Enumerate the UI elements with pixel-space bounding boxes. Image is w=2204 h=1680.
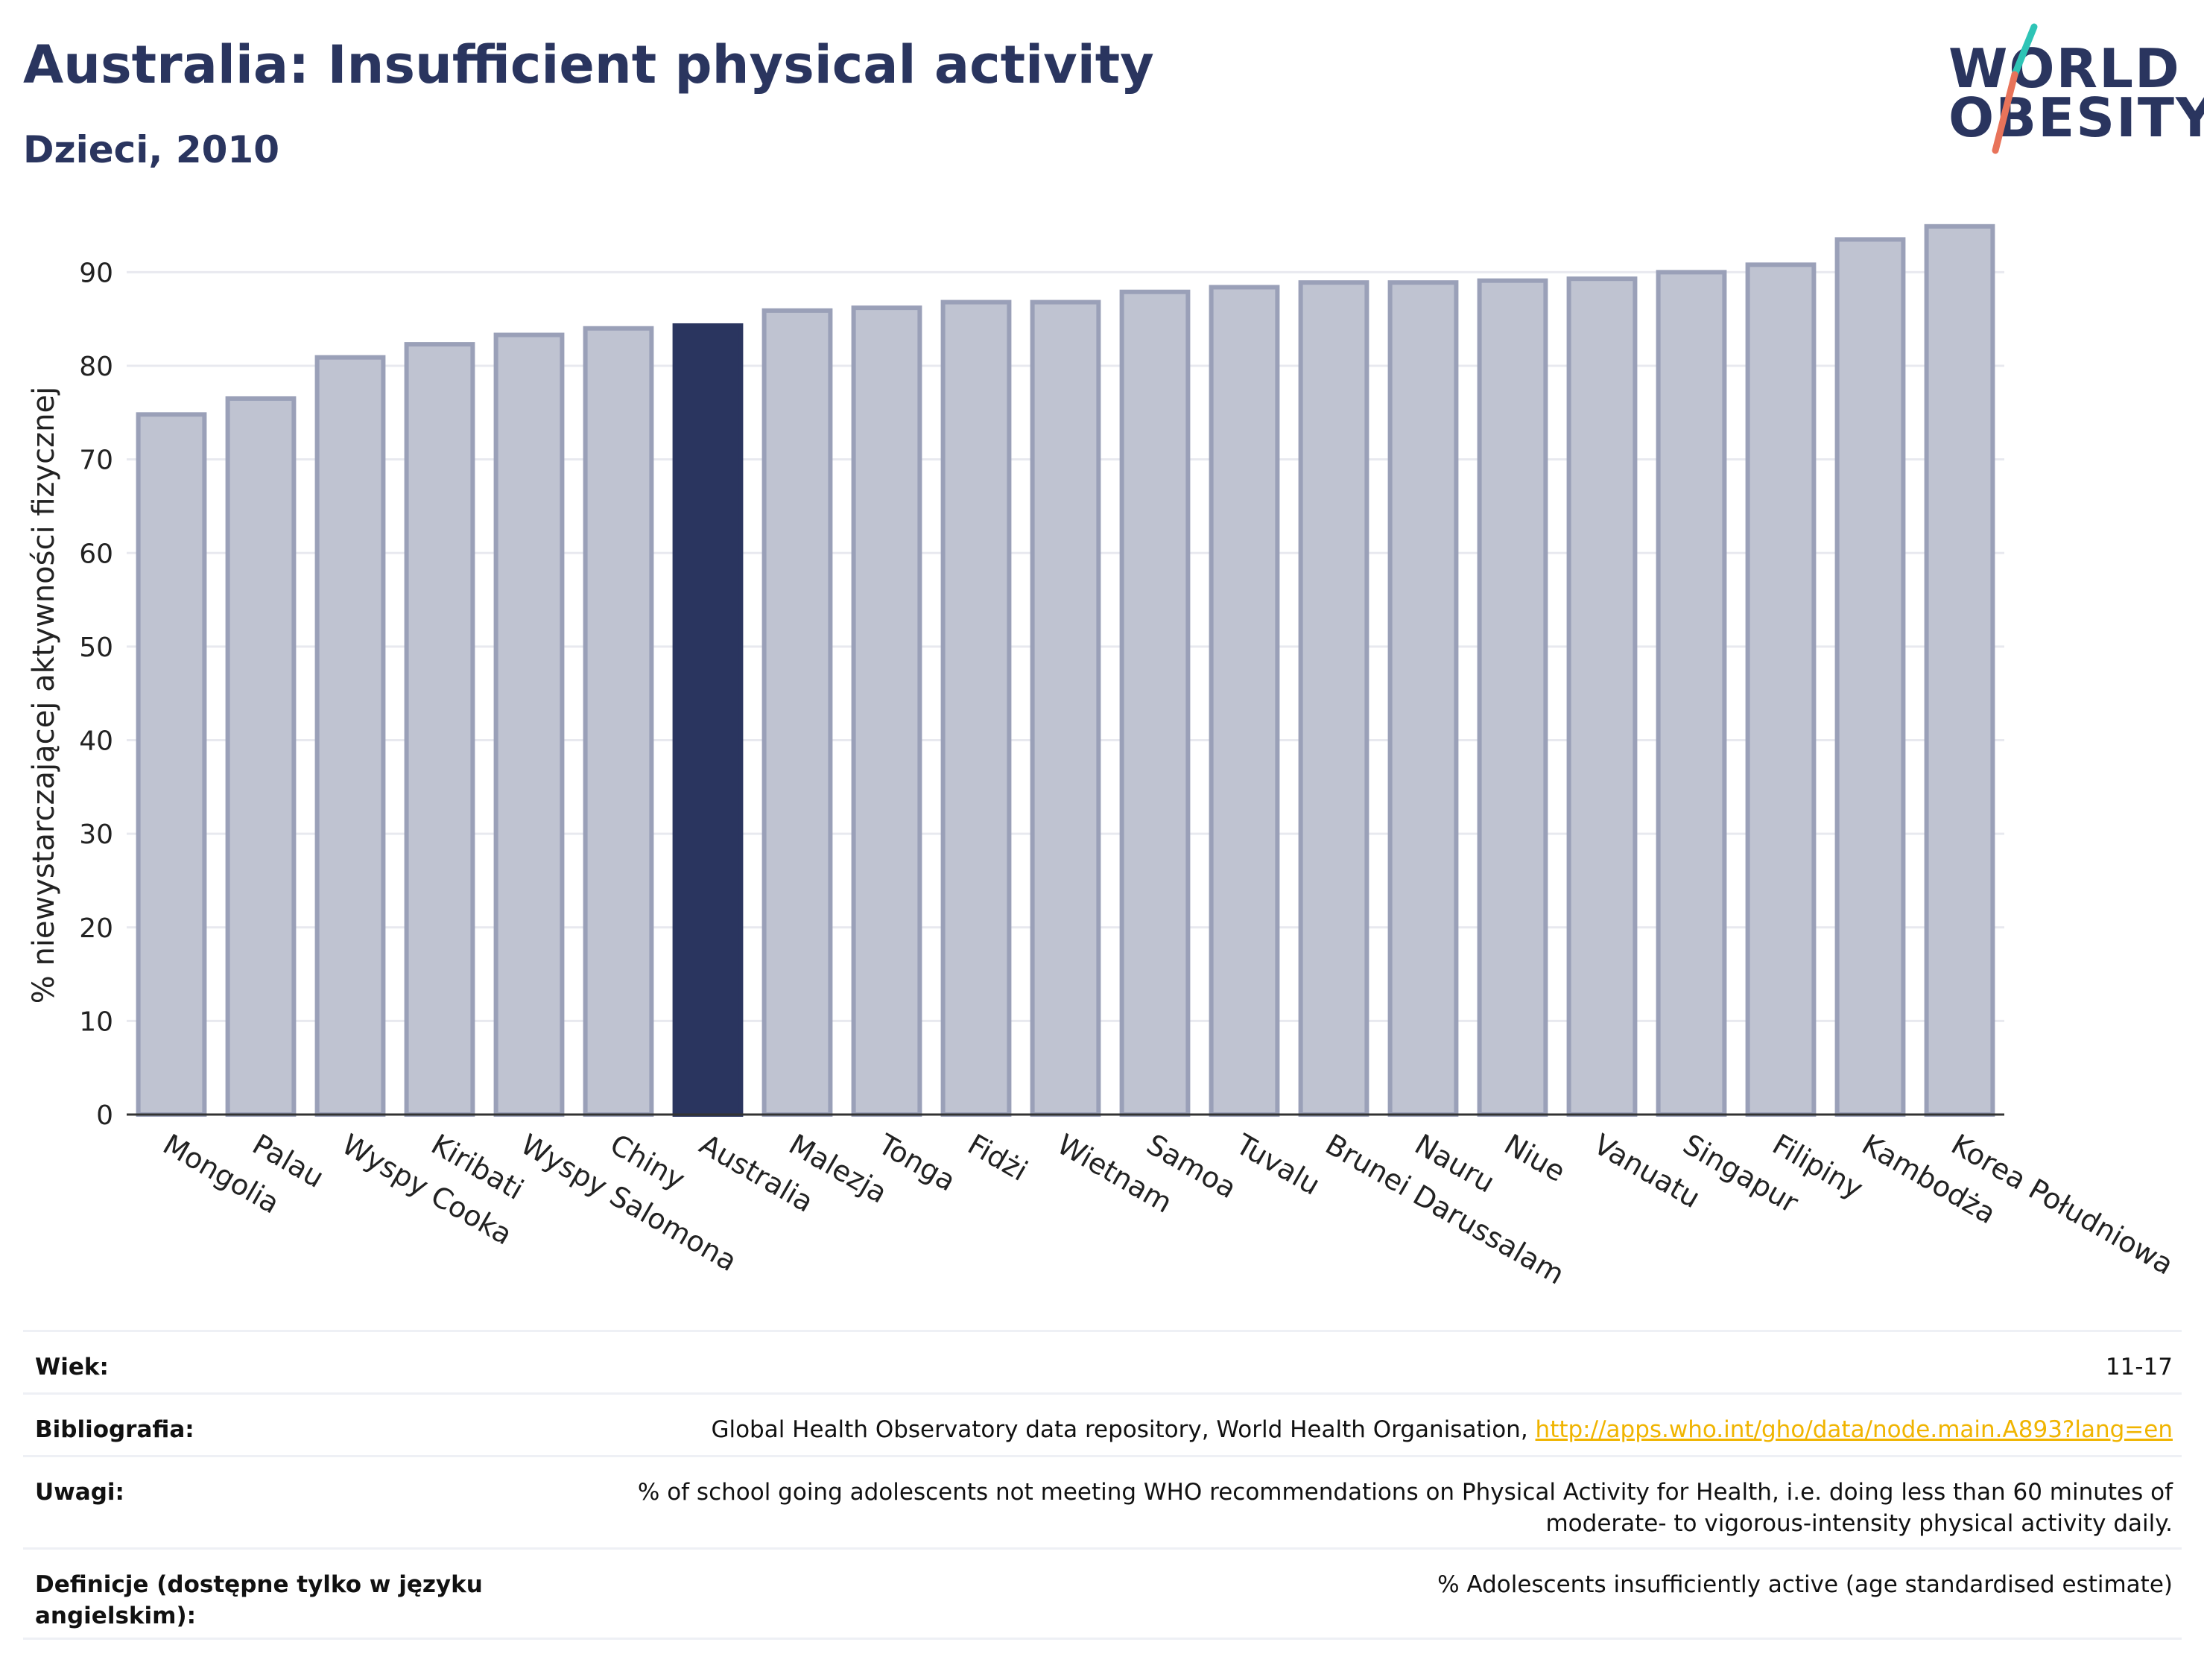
bar <box>404 342 475 1118</box>
y-tick-label: 10 <box>79 1007 113 1037</box>
y-tick-label: 80 <box>79 352 113 382</box>
bar <box>851 305 922 1117</box>
y-tick-label: 0 <box>96 1100 113 1131</box>
bar <box>1298 280 1369 1118</box>
meta-label-bibliography: Bibliografia: <box>35 1416 194 1443</box>
bibliography-text: Global Health Observatory data repositor… <box>711 1416 1536 1443</box>
x-tick-label: Tuvalu <box>1230 1127 1326 1202</box>
x-tick-label: Niue <box>1499 1128 1571 1188</box>
meta-value-notes: % of school going adolescents not meetin… <box>637 1479 2173 1537</box>
meta-row-age: Wiek: 11-17 <box>23 1330 2182 1392</box>
world-obesity-logo: WORLD OBESITY <box>1937 22 2204 156</box>
bar <box>1119 289 1191 1118</box>
bar <box>1656 270 1727 1117</box>
bibliography-link[interactable]: http://apps.who.int/gho/data/node.main.A… <box>1535 1416 2173 1443</box>
meta-row-definitions: Definicje (dostępne tylko w języku angie… <box>23 1547 2182 1640</box>
bar <box>1745 262 1817 1118</box>
logo-word-world: WORLD <box>1948 37 2181 100</box>
page-title: Australia: Insufficient physical activit… <box>23 34 1154 95</box>
bar <box>314 355 386 1118</box>
meta-label-notes: Uwagi: <box>35 1479 124 1506</box>
x-tick-label: Fidżi <box>963 1128 1033 1188</box>
bar <box>1030 299 1101 1118</box>
bar <box>672 323 744 1118</box>
bar <box>1834 237 1906 1117</box>
bar <box>583 326 654 1117</box>
logo-slash-icon <box>1992 23 2038 154</box>
meta-row-bibliography: Bibliografia: Global Health Observatory … <box>23 1392 2182 1455</box>
y-tick-label: 90 <box>79 258 113 288</box>
bar <box>136 412 207 1117</box>
page-subtitle: Dzieci, 2010 <box>23 128 279 171</box>
metadata-table: Wiek: 11-17 Bibliografia: Global Health … <box>23 1330 2182 1640</box>
y-tick-label: 60 <box>79 539 113 569</box>
meta-row-notes: Uwagi: % of school going adolescents not… <box>23 1455 2182 1547</box>
meta-value-definitions: % Adolescents insufficiently active (age… <box>1437 1571 2173 1598</box>
bar <box>1387 280 1459 1118</box>
bar <box>761 308 833 1118</box>
y-tick-label: 70 <box>79 446 113 476</box>
bar <box>940 299 1012 1118</box>
bar <box>225 396 297 1117</box>
bar-chart: 0 10 20 30 40 50 60 70 80 90 % niewystarczającej a… <box>27 224 2179 1291</box>
meta-label-definitions: Definicje (dostępne tylko w języku angie… <box>35 1571 483 1629</box>
bar <box>1924 224 1995 1118</box>
meta-value-age: 11-17 <box>2105 1354 2173 1381</box>
bar <box>1209 285 1280 1118</box>
meta-value-bibliography: Global Health Observatory data repositor… <box>533 1414 2173 1445</box>
bar <box>1477 278 1548 1117</box>
bar <box>493 332 565 1118</box>
y-tick-label: 40 <box>79 726 113 757</box>
meta-label-age: Wiek: <box>35 1354 109 1381</box>
y-tick-label: 20 <box>79 913 113 944</box>
y-tick-label: 50 <box>79 633 113 663</box>
logo-word-obesity: OBESITY <box>1948 86 2204 149</box>
y-axis-label: % niewystarczającej aktywności fizycznej <box>27 387 61 1004</box>
bar <box>1566 276 1638 1118</box>
y-tick-label: 30 <box>79 820 113 850</box>
